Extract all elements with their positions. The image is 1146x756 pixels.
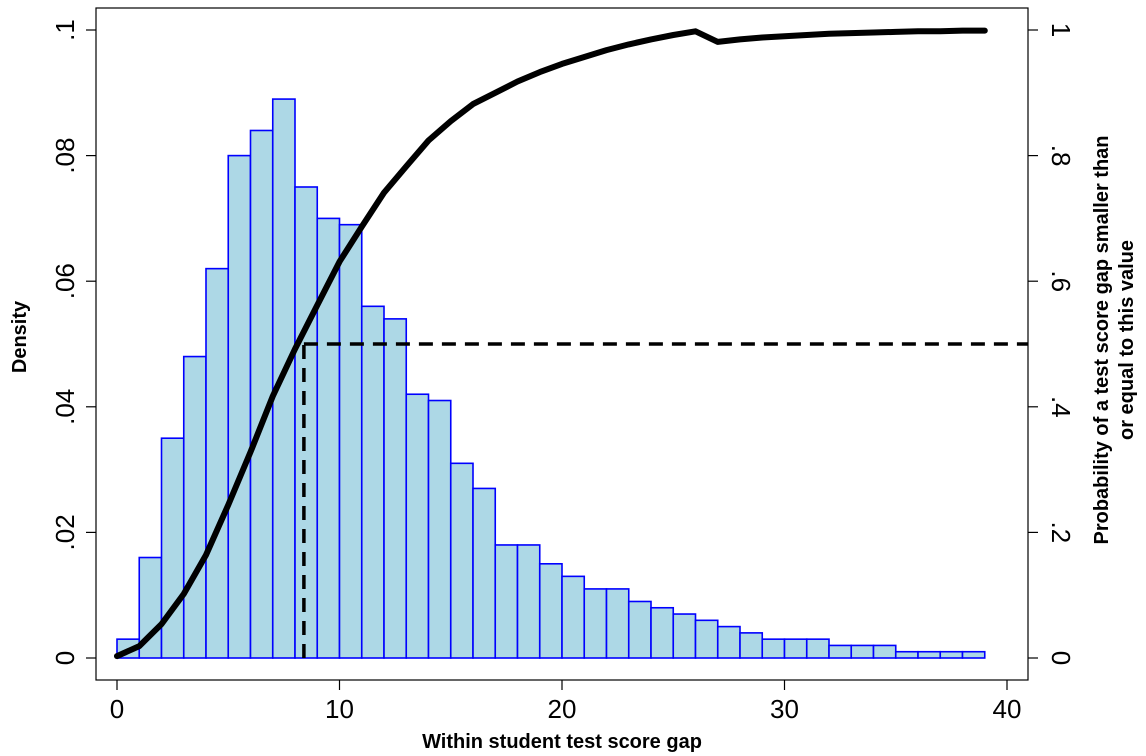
histogram-bar: [917, 650, 942, 659]
histogram-bar: [516, 544, 541, 659]
histogram-bar: [294, 186, 319, 659]
histogram-bar: [605, 588, 630, 659]
y2-tick-label: 0: [1046, 651, 1076, 665]
histogram-bar: [583, 588, 608, 659]
histogram-bar: [761, 638, 786, 659]
histogram-bar: [627, 600, 652, 659]
histogram-bar: [449, 462, 474, 659]
histogram-bar: [472, 487, 497, 659]
histogram-bar: [894, 650, 919, 659]
x-tick-label: 20: [548, 694, 577, 724]
histogram-bar: [227, 154, 252, 659]
histogram-bar: [716, 625, 741, 659]
histogram-bar: [427, 399, 452, 659]
histogram-bar: [872, 644, 897, 659]
cdf-layer: [114, 27, 988, 660]
histogram-bar: [694, 619, 719, 659]
y2-tick-label: .6: [1046, 270, 1076, 292]
y2-tick-label: 1: [1046, 23, 1076, 37]
histogram-bar: [939, 650, 964, 659]
histogram-bar: [249, 129, 274, 659]
median-marker: [302, 342, 1028, 658]
histogram-bar: [338, 223, 363, 659]
histogram-bar: [828, 644, 853, 659]
histogram-bar: [205, 267, 230, 659]
histogram-bar: [494, 544, 519, 659]
y-tick-label: .08: [50, 138, 80, 174]
histogram-bar: [160, 437, 185, 659]
axes: 0 10 20 30 40 0 .02 .04 .06 .08 .1 0 .2 .4 .6 .8 1: [50, 19, 1076, 724]
y2-tick-label: .2: [1046, 522, 1076, 544]
histogram-bar: [650, 606, 675, 659]
x-axis-title: Within student test score gap: [422, 731, 702, 753]
y2-tick-label: .8: [1046, 145, 1076, 167]
histogram-bar: [383, 318, 408, 659]
histogram-bar: [360, 305, 385, 659]
y-tick-label: .1: [50, 19, 80, 41]
x-tick-label: 0: [110, 694, 124, 724]
histogram-bar: [961, 650, 986, 659]
histogram-bar: [561, 575, 586, 659]
y2-tick-label: .4: [1046, 396, 1076, 418]
histogram-bar: [405, 393, 430, 659]
histogram-bar: [805, 638, 830, 659]
y-tick-label: .02: [50, 514, 80, 550]
histogram-bar: [783, 638, 808, 659]
x-tick-label: 30: [770, 694, 799, 724]
histogram-bar: [538, 562, 563, 659]
y-tick-label: 0: [50, 651, 80, 665]
cdf-line: [114, 27, 988, 660]
histogram-bars: [116, 98, 986, 659]
histogram-bar: [672, 613, 697, 659]
histogram-bar: [182, 355, 207, 659]
y2-axis-title-line2: or equal to this value: [1116, 240, 1138, 440]
y-axis-title: Density: [9, 300, 31, 373]
y2-axis-title-line1: Probability of a test score gap smaller …: [1091, 135, 1113, 544]
y-tick-label: .04: [50, 389, 80, 425]
x-tick-label: 40: [993, 694, 1022, 724]
x-tick-label: 10: [325, 694, 354, 724]
histogram-bar: [739, 632, 764, 659]
y-tick-label: .06: [50, 263, 80, 299]
histogram-bar: [850, 644, 875, 659]
